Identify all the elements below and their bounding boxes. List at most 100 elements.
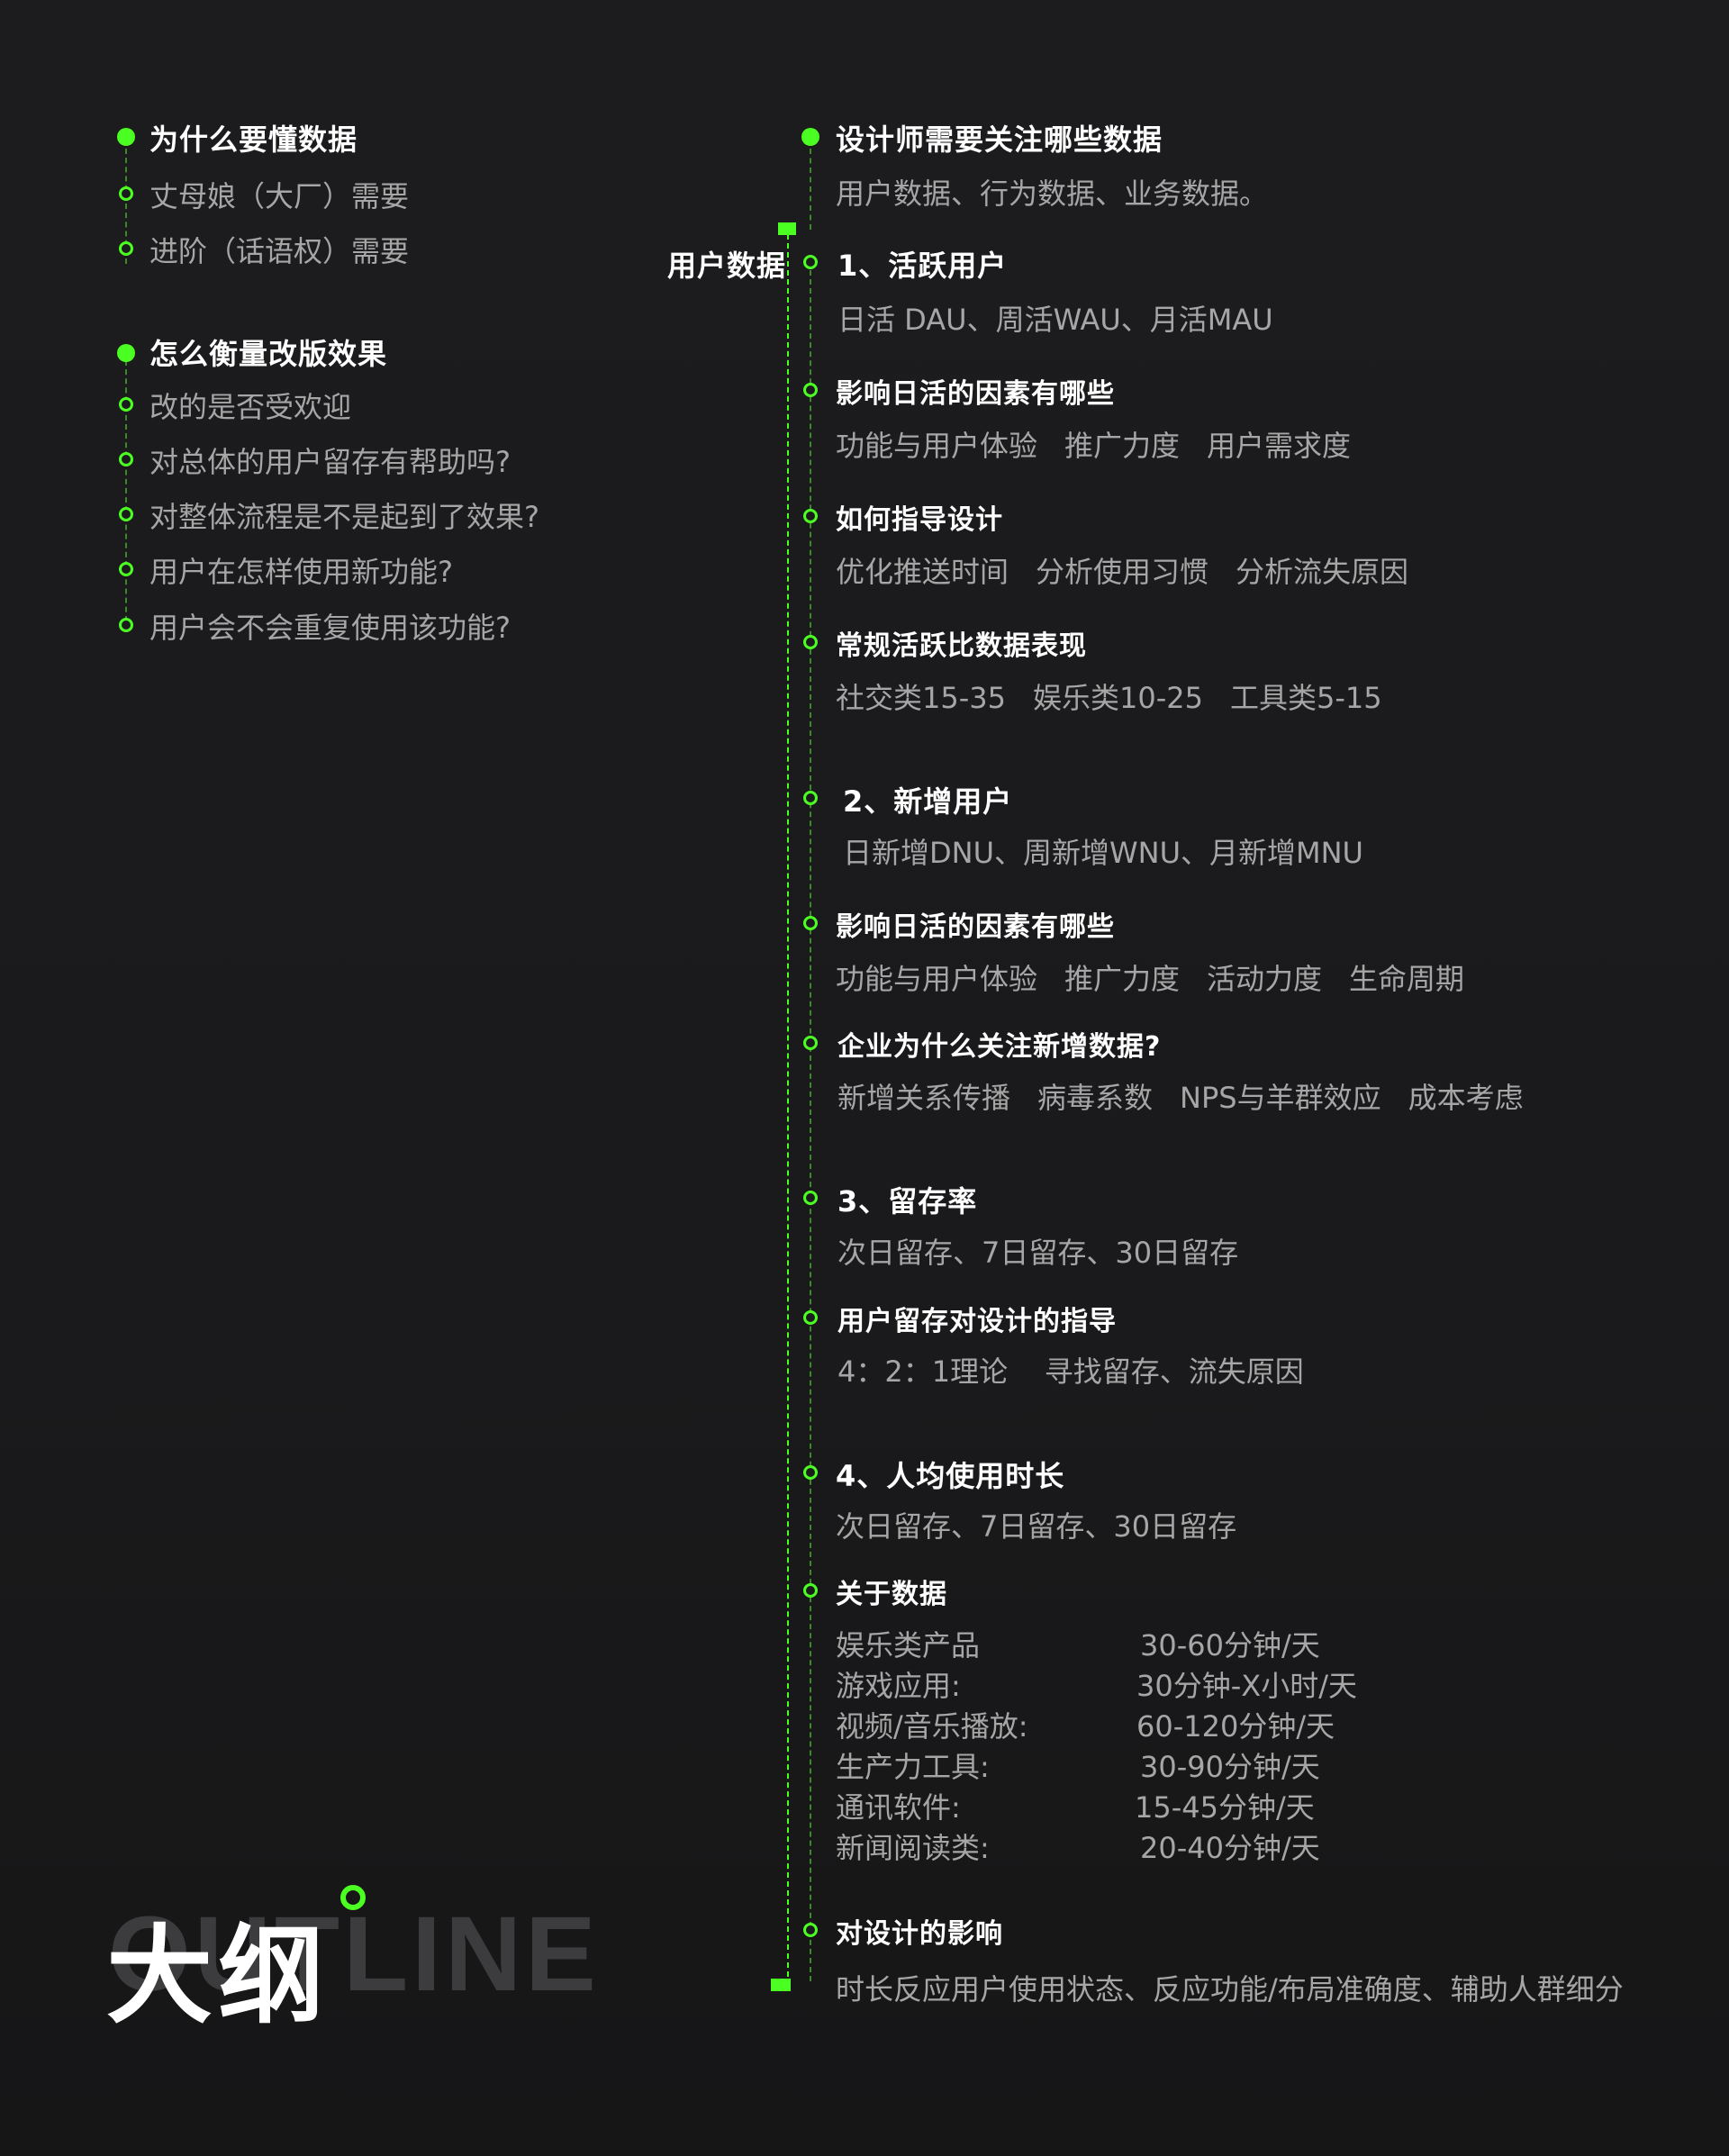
tag-row: 优化推送时间 分析使用习惯 分析流失原因 — [836, 549, 1435, 591]
question-title: 对设计的影响 — [836, 1918, 1003, 1950]
item-dot — [119, 452, 133, 467]
question-title: 关于数据 — [836, 1579, 947, 1610]
tag-row: 功能与用户体验 推广力度 用户需求度 — [836, 423, 1378, 465]
question-title: 影响日活的因素有哪些 — [836, 378, 1115, 410]
list-item: 改的是否受欢迎 — [149, 390, 352, 424]
item-dot — [803, 1310, 818, 1325]
section-title-retention: 3、留存率 — [837, 1184, 978, 1218]
main-timeline-line — [810, 149, 811, 230]
section-title-measure-redesign: 怎么衡量改版效果 — [149, 337, 388, 371]
usage-value: 30-60分钟/天 — [1140, 1628, 1320, 1662]
left-timeline-line — [125, 149, 127, 264]
logo-title: 大纲 — [106, 1914, 330, 2038]
main-subtitle: 用户数据、行为数据、业务数据。 — [836, 177, 1269, 211]
usage-label: 娱乐类产品 — [836, 1628, 981, 1662]
section-subtitle: 次日留存、7日留存、30日留存 — [837, 1236, 1239, 1270]
section-title-new-users: 2、新增用户 — [843, 784, 1013, 819]
section-dot — [117, 344, 135, 362]
tag: 分析使用习惯 — [1036, 555, 1209, 589]
list-item: 用户会不会重复使用该功能? — [149, 611, 511, 645]
usage-label: 游戏应用: — [836, 1669, 961, 1703]
tag: 优化推送时间 — [836, 555, 1009, 589]
item-dot — [119, 241, 133, 256]
logo-ring-icon — [340, 1885, 366, 1910]
tag: 推广力度 — [1064, 962, 1181, 996]
section-dot — [117, 128, 135, 146]
tag-row: 功能与用户体验 推广力度 活动力度 生命周期 — [836, 956, 1491, 998]
usage-label: 新闻阅读类: — [836, 1831, 990, 1865]
question-title: 用户留存对设计的指导 — [837, 1306, 1117, 1337]
item-dot — [119, 507, 133, 521]
question-title: 企业为什么关注新增数据? — [837, 1031, 1162, 1063]
item-dot — [803, 791, 818, 805]
usage-label: 生产力工具: — [836, 1750, 990, 1784]
item-dot — [119, 397, 133, 412]
section-title-why-data: 为什么要懂数据 — [149, 122, 358, 157]
question-title: 如何指导设计 — [836, 504, 1003, 536]
section-subtitle: 日新增DNU、周新增WNU、月新增MNU — [843, 836, 1363, 870]
timeline-marker-bottom — [771, 1979, 791, 1991]
item-dot — [119, 562, 133, 576]
item-dot — [119, 618, 133, 632]
item-dot — [803, 1583, 818, 1598]
list-item: 进阶（话语权）需要 — [149, 234, 410, 268]
item-dot — [803, 1191, 818, 1205]
list-item: 丈母娘（大厂）需要 — [149, 179, 410, 213]
usage-row: 娱乐类产品 30-60分钟/天 — [836, 1623, 1466, 1663]
tag: 病毒系数 — [1037, 1081, 1154, 1115]
tag: 工具类5-15 — [1230, 681, 1382, 715]
tag: 功能与用户体验 — [836, 962, 1038, 996]
tag: NPS与羊群效应 — [1180, 1081, 1381, 1115]
item-dot — [803, 1036, 818, 1050]
list-item: 用户在怎样使用新功能? — [149, 555, 453, 589]
item-dot — [803, 916, 818, 930]
tag: 功能与用户体验 — [836, 429, 1038, 463]
section-subtitle: 次日留存、7日留存、30日留存 — [836, 1509, 1237, 1544]
usage-value: 20-40分钟/天 — [1140, 1831, 1320, 1865]
usage-value: 30-90分钟/天 — [1140, 1750, 1320, 1784]
usage-value: 30分钟-X小时/天 — [1136, 1669, 1357, 1703]
tag: 娱乐类10-25 — [1033, 681, 1203, 715]
item-dot — [119, 186, 133, 201]
left-timeline-line — [125, 360, 127, 630]
section-subtitle: 日活 DAU、周活WAU、月活MAU — [837, 303, 1273, 337]
question-title: 影响日活的因素有哪些 — [836, 911, 1115, 943]
section-title-active-users: 1、活跃用户 — [837, 249, 1008, 283]
main-timeline-line — [787, 234, 789, 1986]
side-label-user-data: 用户数据 — [667, 249, 787, 283]
usage-row: 生产力工具: 30-90分钟/天 — [836, 1744, 1466, 1785]
tag: 活动力度 — [1207, 962, 1323, 996]
tag-row: 社交类15-35 娱乐类10-25 工具类5-15 — [836, 675, 1409, 717]
item-dot — [803, 383, 818, 397]
section-title-usage-time: 4、人均使用时长 — [836, 1459, 1065, 1493]
tag: 社交类15-35 — [836, 681, 1006, 715]
usage-label: 通讯软件: — [836, 1790, 961, 1825]
list-item: 对总体的用户留存有帮助吗? — [149, 445, 511, 479]
tag: 推广力度 — [1064, 429, 1181, 463]
item-dot — [803, 1465, 818, 1480]
logo-ghost-text: OUTLINE — [108, 1895, 600, 2014]
usage-value: 60-120分钟/天 — [1136, 1709, 1335, 1744]
usage-row: 通讯软件: 15-45分钟/天 — [836, 1785, 1466, 1825]
usage-row: 游戏应用: 30分钟-X小时/天 — [836, 1663, 1466, 1704]
question-text: 时长反应用户使用状态、反应功能/布局准确度、辅助人群细分 — [836, 1972, 1624, 2007]
item-dot — [803, 635, 818, 649]
question-title: 常规活跃比数据表现 — [836, 630, 1087, 662]
tag: 用户需求度 — [1207, 429, 1352, 463]
main-timeline-line — [810, 270, 811, 1981]
tag-row: 新增关系传播 病毒系数 NPS与羊群效应 成本考虑 — [837, 1075, 1551, 1117]
timeline-marker-top — [778, 222, 796, 235]
list-item: 对整体流程是不是起到了效果? — [149, 500, 539, 534]
usage-row: 视频/音乐播放: 60-120分钟/天 — [836, 1704, 1466, 1744]
question-text: 4：2：1理论 寻找留存、流失原因 — [837, 1354, 1304, 1389]
main-title: 设计师需要关注哪些数据 — [836, 122, 1163, 157]
item-dot — [803, 509, 818, 523]
tag: 分析流失原因 — [1236, 555, 1409, 589]
usage-table: 娱乐类产品 30-60分钟/天 游戏应用: 30分钟-X小时/天 视频/音乐播放: 6… — [836, 1623, 1466, 1866]
tag: 成本考虑 — [1408, 1081, 1524, 1115]
usage-label: 视频/音乐播放: — [836, 1709, 1028, 1744]
tag: 新增关系传播 — [837, 1081, 1011, 1115]
usage-value: 15-45分钟/天 — [1135, 1790, 1315, 1825]
tag: 生命周期 — [1349, 962, 1465, 996]
item-dot — [803, 1923, 818, 1937]
